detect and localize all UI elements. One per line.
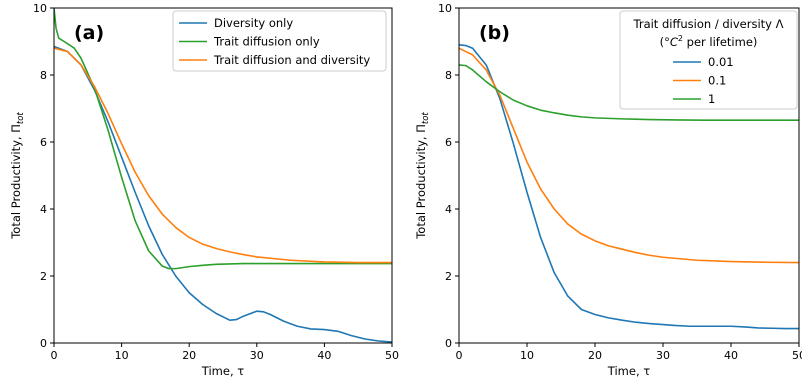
y-tick-label: 6 bbox=[40, 136, 47, 149]
y-tick-label: 8 bbox=[445, 69, 452, 82]
x-axis-label: Time, τ bbox=[607, 364, 650, 378]
series-line-3 bbox=[459, 64, 799, 122]
legend-subtitle: (°C2 per lifetime) bbox=[660, 34, 758, 49]
series-line-1 bbox=[459, 44, 799, 330]
x-tick-label: 10 bbox=[115, 349, 129, 362]
axes-frame bbox=[53, 7, 393, 344]
x-tick-label: 0 bbox=[51, 349, 58, 362]
x-tick-label: 40 bbox=[317, 349, 331, 362]
panel-b: 0 10 20 30 40 50 0 2 4 6 8 10 Time, τ Total Productiv… bbox=[414, 2, 802, 378]
y-tick-label: 10 bbox=[33, 2, 47, 15]
legend-title: Trait diffusion / diversity Λ bbox=[633, 17, 784, 31]
series-line-3 bbox=[54, 47, 392, 264]
y-tick-label: 4 bbox=[445, 203, 452, 216]
legend: Diversity only Trait diffusion only Trait … bbox=[172, 10, 387, 72]
x-tick-label: 30 bbox=[656, 349, 670, 362]
x-tick-label: 50 bbox=[385, 349, 399, 362]
legend: Trait diffusion / diversity Λ (°C2 per li… bbox=[619, 10, 798, 110]
y-tick-label: 0 bbox=[445, 337, 452, 350]
x-tick-label: 10 bbox=[520, 349, 534, 362]
legend-label-2: 0.1 bbox=[708, 74, 726, 88]
y-tick-label: 2 bbox=[40, 270, 47, 283]
x-tick-label: 20 bbox=[588, 349, 602, 362]
panel-label: (a) bbox=[74, 22, 104, 44]
x-tick-label: 20 bbox=[182, 349, 196, 362]
y-axis-label-subscript: tot bbox=[421, 112, 431, 125]
x-axis-label: Time, τ bbox=[201, 364, 244, 378]
legend-label-1: Diversity only bbox=[214, 16, 293, 30]
y-tick-label: 8 bbox=[40, 69, 47, 82]
y-tick-label: 10 bbox=[438, 2, 452, 15]
legend-label-1: 0.01 bbox=[708, 55, 734, 69]
x-tick-label: 0 bbox=[456, 349, 463, 362]
legend-box bbox=[619, 10, 798, 110]
legend-label-2: Trait diffusion only bbox=[213, 35, 320, 49]
series-line-1 bbox=[54, 45, 392, 343]
series-line-2 bbox=[459, 47, 799, 264]
y-axis-label-subscript: tot bbox=[16, 112, 26, 125]
panel-label: (b) bbox=[479, 22, 510, 44]
legend-subtitle-unit: C bbox=[670, 35, 678, 49]
y-tick-label: 4 bbox=[40, 203, 47, 216]
y-axis-label: Total Productivity, Πtot bbox=[9, 112, 26, 240]
series-line-2 bbox=[54, 8, 392, 270]
y-tick-label: 2 bbox=[445, 270, 452, 283]
legend-box bbox=[172, 10, 387, 72]
y-tick-label: 0 bbox=[40, 337, 47, 350]
y-axis-label-main: Total Productivity, Π bbox=[414, 124, 428, 240]
legend-label-3: 1 bbox=[708, 92, 715, 106]
legend-label-3: Trait diffusion and diversity bbox=[213, 53, 370, 67]
axes-frame bbox=[458, 7, 800, 344]
x-tick-label: 40 bbox=[724, 349, 738, 362]
x-tick-label: 30 bbox=[250, 349, 264, 362]
legend-subtitle-post: per lifetime) bbox=[683, 35, 757, 49]
legend-subtitle-pre: (° bbox=[660, 35, 670, 49]
y-axis-label: Total Productivity, Πtot bbox=[414, 112, 431, 240]
legend-subtitle-sup: 2 bbox=[678, 34, 683, 43]
x-tick-label: 50 bbox=[792, 349, 802, 362]
y-tick-label: 6 bbox=[445, 136, 452, 149]
y-axis-label-main: Total Productivity, Π bbox=[9, 124, 23, 240]
panel-a: 0 10 20 30 40 50 0 2 4 6 8 10 Time, τ Total Productiv… bbox=[9, 2, 399, 378]
